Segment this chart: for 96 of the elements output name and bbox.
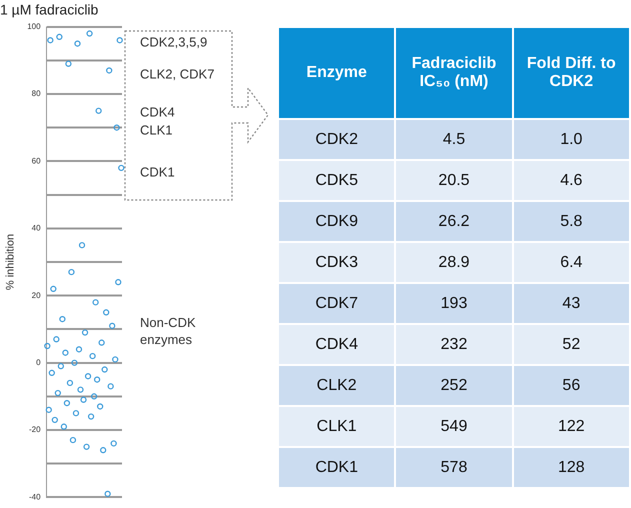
text: CDK1 (140, 164, 175, 180)
point (86, 30, 93, 37)
point (94, 376, 100, 383)
point (82, 329, 88, 336)
point (116, 37, 123, 44)
data-label: 549 (395, 406, 513, 447)
data-label: 52 (512, 324, 630, 365)
point (58, 363, 64, 370)
point (47, 37, 54, 44)
point (83, 444, 90, 450)
category-label: CLK1 (278, 406, 396, 447)
point (53, 336, 60, 342)
data-label: 1.0 (512, 119, 630, 160)
point (59, 316, 66, 322)
category-label: CDK9 (278, 201, 396, 242)
point (103, 309, 110, 316)
point (76, 346, 82, 352)
point (74, 40, 81, 47)
data-label: 232 (395, 324, 513, 365)
point (64, 400, 70, 406)
y-tick-label: 40 (32, 224, 42, 233)
point (106, 67, 112, 74)
point (112, 356, 118, 363)
text: CLK1 (140, 122, 173, 138)
category-label: CLK2 (278, 365, 396, 406)
point (115, 279, 122, 286)
data-label: 4.5 (395, 119, 513, 160)
y-tick-label: -40 (28, 492, 42, 502)
data-label: 5.8 (512, 201, 630, 242)
category-label: CDK1 (278, 447, 396, 488)
point (52, 416, 58, 424)
point (108, 383, 114, 390)
text: CDK4 (140, 104, 175, 120)
point (65, 60, 72, 67)
point (88, 413, 94, 420)
point (48, 370, 55, 376)
text: Enzyme (278, 27, 396, 119)
point (50, 286, 56, 292)
data-label: 122 (512, 406, 630, 447)
data-label: 4.6 (512, 160, 630, 201)
data-label: 128 (512, 447, 630, 488)
category-label: CDK2 (278, 119, 396, 160)
data-label: 20.5 (395, 160, 513, 201)
point (60, 424, 67, 430)
point (44, 342, 50, 350)
point (80, 396, 87, 403)
y-tick-label: 20 (32, 290, 42, 300)
data-label: 43 (512, 283, 630, 324)
point (68, 268, 75, 276)
point (72, 410, 80, 416)
y-axis-title: % inhibition (4, 234, 17, 290)
point (70, 436, 76, 444)
data-label: 252 (395, 365, 513, 406)
data-label: 193 (395, 283, 513, 324)
point (56, 34, 62, 40)
point (118, 164, 124, 172)
y-tick-label: 80 (32, 89, 42, 98)
data-label: 578 (395, 447, 513, 488)
point (84, 373, 92, 380)
point (90, 393, 98, 400)
y-tick-label: 60 (32, 156, 42, 166)
point (100, 447, 106, 454)
point (102, 366, 108, 373)
category-label: CDK7 (278, 283, 396, 324)
data-label: 56 (512, 365, 630, 406)
point (71, 360, 78, 366)
point (77, 386, 84, 393)
y-tick-label: 100 (27, 22, 42, 32)
category-label: CDK5 (278, 160, 396, 201)
point (66, 380, 74, 386)
text: CLK2, CDK7 (140, 66, 214, 82)
point (46, 406, 52, 413)
point (92, 299, 99, 306)
point (114, 124, 120, 131)
point (98, 340, 105, 346)
y-tick-label: -20 (28, 425, 42, 434)
point (109, 322, 116, 329)
point (54, 390, 61, 396)
category-label: CDK3 (278, 242, 396, 283)
y-tick-label: 0 (36, 358, 42, 368)
chart-title: 1 µM fadraciclib (0, 1, 99, 18)
data-label: 6.4 (512, 242, 630, 283)
point (62, 350, 69, 356)
point (97, 403, 104, 410)
point (96, 108, 102, 114)
series-label: Fadraciclib IC₅₀ (nM) (395, 27, 513, 119)
data-label: 26.2 (395, 201, 513, 242)
text: CDK2,3,5,9 (140, 34, 208, 50)
text: Non-CDK enzymes (140, 315, 196, 348)
point (78, 242, 86, 248)
category-label: CDK4 (278, 324, 396, 365)
point (104, 490, 111, 497)
data-label: 28.9 (395, 242, 513, 283)
series-label: Fold Diff. to CDK2 (512, 27, 630, 119)
point (89, 352, 96, 360)
point (110, 440, 117, 447)
